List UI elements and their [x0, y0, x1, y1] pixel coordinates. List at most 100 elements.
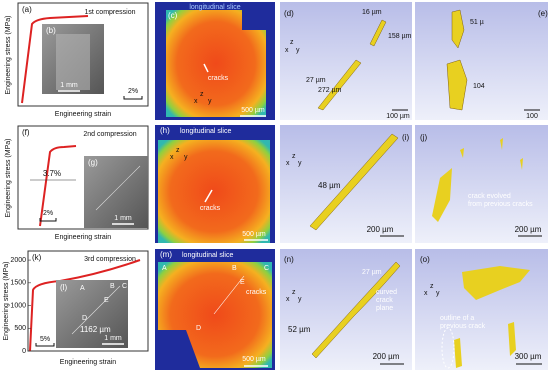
- scale-bar-label: 500 µm: [242, 231, 266, 238]
- panel-j: (j) crack evolved from previous cracks 2…: [415, 125, 548, 243]
- crack: [311, 261, 401, 359]
- panel-a: (a) 1st compression Engineering stress (…: [5, 2, 149, 118]
- point-label: E: [240, 279, 245, 286]
- point-label: C: [122, 283, 127, 290]
- crack: [462, 266, 530, 300]
- dimension: 27 µm: [362, 269, 382, 276]
- dimension: 48 µm: [318, 181, 341, 190]
- strain-bar-label: 2%: [128, 88, 138, 95]
- slice: [166, 10, 266, 117]
- stress-curve: [39, 145, 77, 227]
- slice: [158, 262, 272, 368]
- panel-c: longitudinal slice (c) cracks 500 µm z x…: [155, 2, 275, 120]
- triad-label: z: [292, 153, 296, 160]
- scale-bar-label: 500 µm: [242, 356, 266, 363]
- strain-bar: [39, 218, 57, 222]
- panel-m: (m) longitudinal slice A B C D E cracks …: [155, 249, 275, 370]
- panel-label: (k): [32, 253, 42, 262]
- slice-title: longitudinal slice: [180, 128, 231, 135]
- y-axis-label: Engineering stress (MPa): [5, 16, 12, 95]
- triad-label: z: [292, 289, 296, 296]
- panel-n: (n) 27 µm 52 µm curved crack plane 200 µ…: [280, 249, 412, 370]
- panel-i: (i) 48 µm 200 µm z x y: [280, 125, 412, 243]
- crack: [451, 9, 465, 49]
- strain-bar: [35, 343, 55, 347]
- scale-bar-label: 200 µm: [373, 352, 400, 361]
- crack: [309, 133, 399, 231]
- triad-label: x: [194, 98, 198, 105]
- y-axis-label: Engineering stress (MPa): [3, 262, 10, 341]
- panel-label: (l): [60, 283, 67, 292]
- annotation: plane: [376, 305, 393, 312]
- panel-label: (b): [46, 26, 56, 35]
- panel-f: (f) 2nd compression Engineering stress (…: [5, 125, 149, 241]
- slice-title: longitudinal slice: [182, 252, 233, 259]
- dimension: 158 µm: [388, 33, 412, 40]
- point-label: B: [110, 283, 115, 290]
- crack-trace: [71, 285, 121, 335]
- triad-label: x: [285, 47, 289, 54]
- panel-label: (h): [160, 126, 170, 135]
- panel-k: (k) 3rd compression Engineering stress (…: [3, 250, 149, 366]
- view-background: [415, 2, 548, 120]
- panel-o: (o) outline of a previous crack 300 µm z…: [415, 249, 548, 370]
- strain-annotation: 3.7%: [43, 169, 61, 178]
- panel-label: (o): [420, 255, 430, 264]
- scale-bar-label: 500 µm: [241, 107, 265, 114]
- panel-e: (e) 51 µ 104 100: [415, 2, 548, 120]
- panel-label: (m): [160, 250, 172, 259]
- scale-bar-label: 1 mm: [60, 82, 78, 89]
- point-label: A: [162, 265, 167, 272]
- chart-title: 1st compression: [85, 9, 136, 16]
- panel-d: (d) 16 µm 158 µm 27 µm 272 µm 100 µm z x…: [280, 2, 412, 120]
- triad-label: z: [290, 39, 294, 46]
- point-label: B: [232, 265, 237, 272]
- annotation: curved: [376, 289, 397, 296]
- chart-title: 3rd compression: [84, 256, 136, 263]
- chart-title: 2nd compression: [83, 131, 136, 138]
- dimension: 27 µm: [306, 77, 326, 84]
- crack-trace: [95, 165, 141, 211]
- panel-h: (h) longitudinal slice cracks 500 µm z x…: [155, 125, 275, 243]
- slice: [158, 140, 270, 243]
- triad-label: z: [200, 91, 204, 98]
- y-tick-label: 0: [22, 348, 26, 355]
- point-label: E: [104, 297, 109, 304]
- annotation: from previous cracks: [468, 201, 533, 208]
- point-label: A: [80, 285, 85, 292]
- y-tick-label: 2000: [10, 257, 26, 264]
- arrow: [203, 63, 209, 73]
- crack: [317, 59, 362, 111]
- triad-label: y: [298, 296, 302, 303]
- dimension: 51 µ: [470, 19, 484, 26]
- scale-bar-label: 1 mm: [114, 215, 132, 222]
- crack: [454, 322, 516, 368]
- inset-image: [84, 156, 148, 228]
- panel-label: (n): [284, 255, 294, 264]
- annotation: crack evolved: [468, 193, 511, 200]
- triad-label: y: [184, 154, 188, 161]
- triad-label: x: [170, 154, 174, 161]
- dimension: 104: [473, 83, 485, 90]
- triad-label: x: [424, 290, 428, 297]
- triad-label: x: [286, 296, 290, 303]
- dimension: 272 µm: [318, 87, 342, 94]
- panel-label: (f): [22, 128, 30, 137]
- annotation: outline of a: [440, 315, 474, 322]
- y-axis-label: Engineering stress (MPa): [5, 139, 12, 218]
- scale-bar-label: 200 µm: [367, 225, 394, 234]
- previous-crack-outline: [441, 327, 455, 369]
- scale-bar-label: 100 µm: [386, 113, 410, 120]
- panel-label: (i): [402, 133, 409, 142]
- crack: [446, 59, 468, 111]
- strain-bar-label: 2%: [43, 210, 53, 217]
- panel-label: (g): [88, 158, 98, 167]
- dimension: 52 µm: [288, 325, 311, 334]
- triad-label: z: [176, 147, 180, 154]
- triad-label: y: [298, 160, 302, 167]
- panel-label: (c): [168, 11, 178, 20]
- y-tick-label: 1000: [10, 302, 26, 309]
- y-tick-label: 1500: [10, 280, 26, 287]
- crack: [432, 168, 452, 222]
